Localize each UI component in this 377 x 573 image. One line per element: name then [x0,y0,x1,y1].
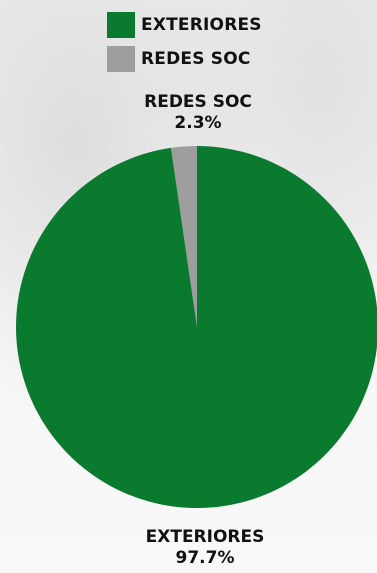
legend: EXTERIORES REDES SOC [107,8,262,76]
legend-label-redes-soc: REDES SOC [141,49,251,69]
legend-swatch-exteriores [107,12,135,38]
legend-item-exteriores: EXTERIORES [107,8,262,42]
pie-slice-redes-soc [170,146,197,327]
data-label-exteriores-value: 97.7% [175,548,235,568]
legend-label-exteriores: EXTERIORES [141,15,262,35]
legend-item-redes-soc: REDES SOC [107,42,262,76]
data-label-exteriores: EXTERIORES 97.7% [125,527,285,569]
data-label-exteriores-name: EXTERIORES [145,527,265,547]
data-label-redes-soc: REDES SOC 2.3% [118,92,278,134]
legend-swatch-redes-soc [107,46,135,72]
pie-slice-exteriores [16,146,377,508]
data-label-redes-soc-name: REDES SOC [144,92,252,112]
data-label-redes-soc-value: 2.3% [174,113,222,133]
